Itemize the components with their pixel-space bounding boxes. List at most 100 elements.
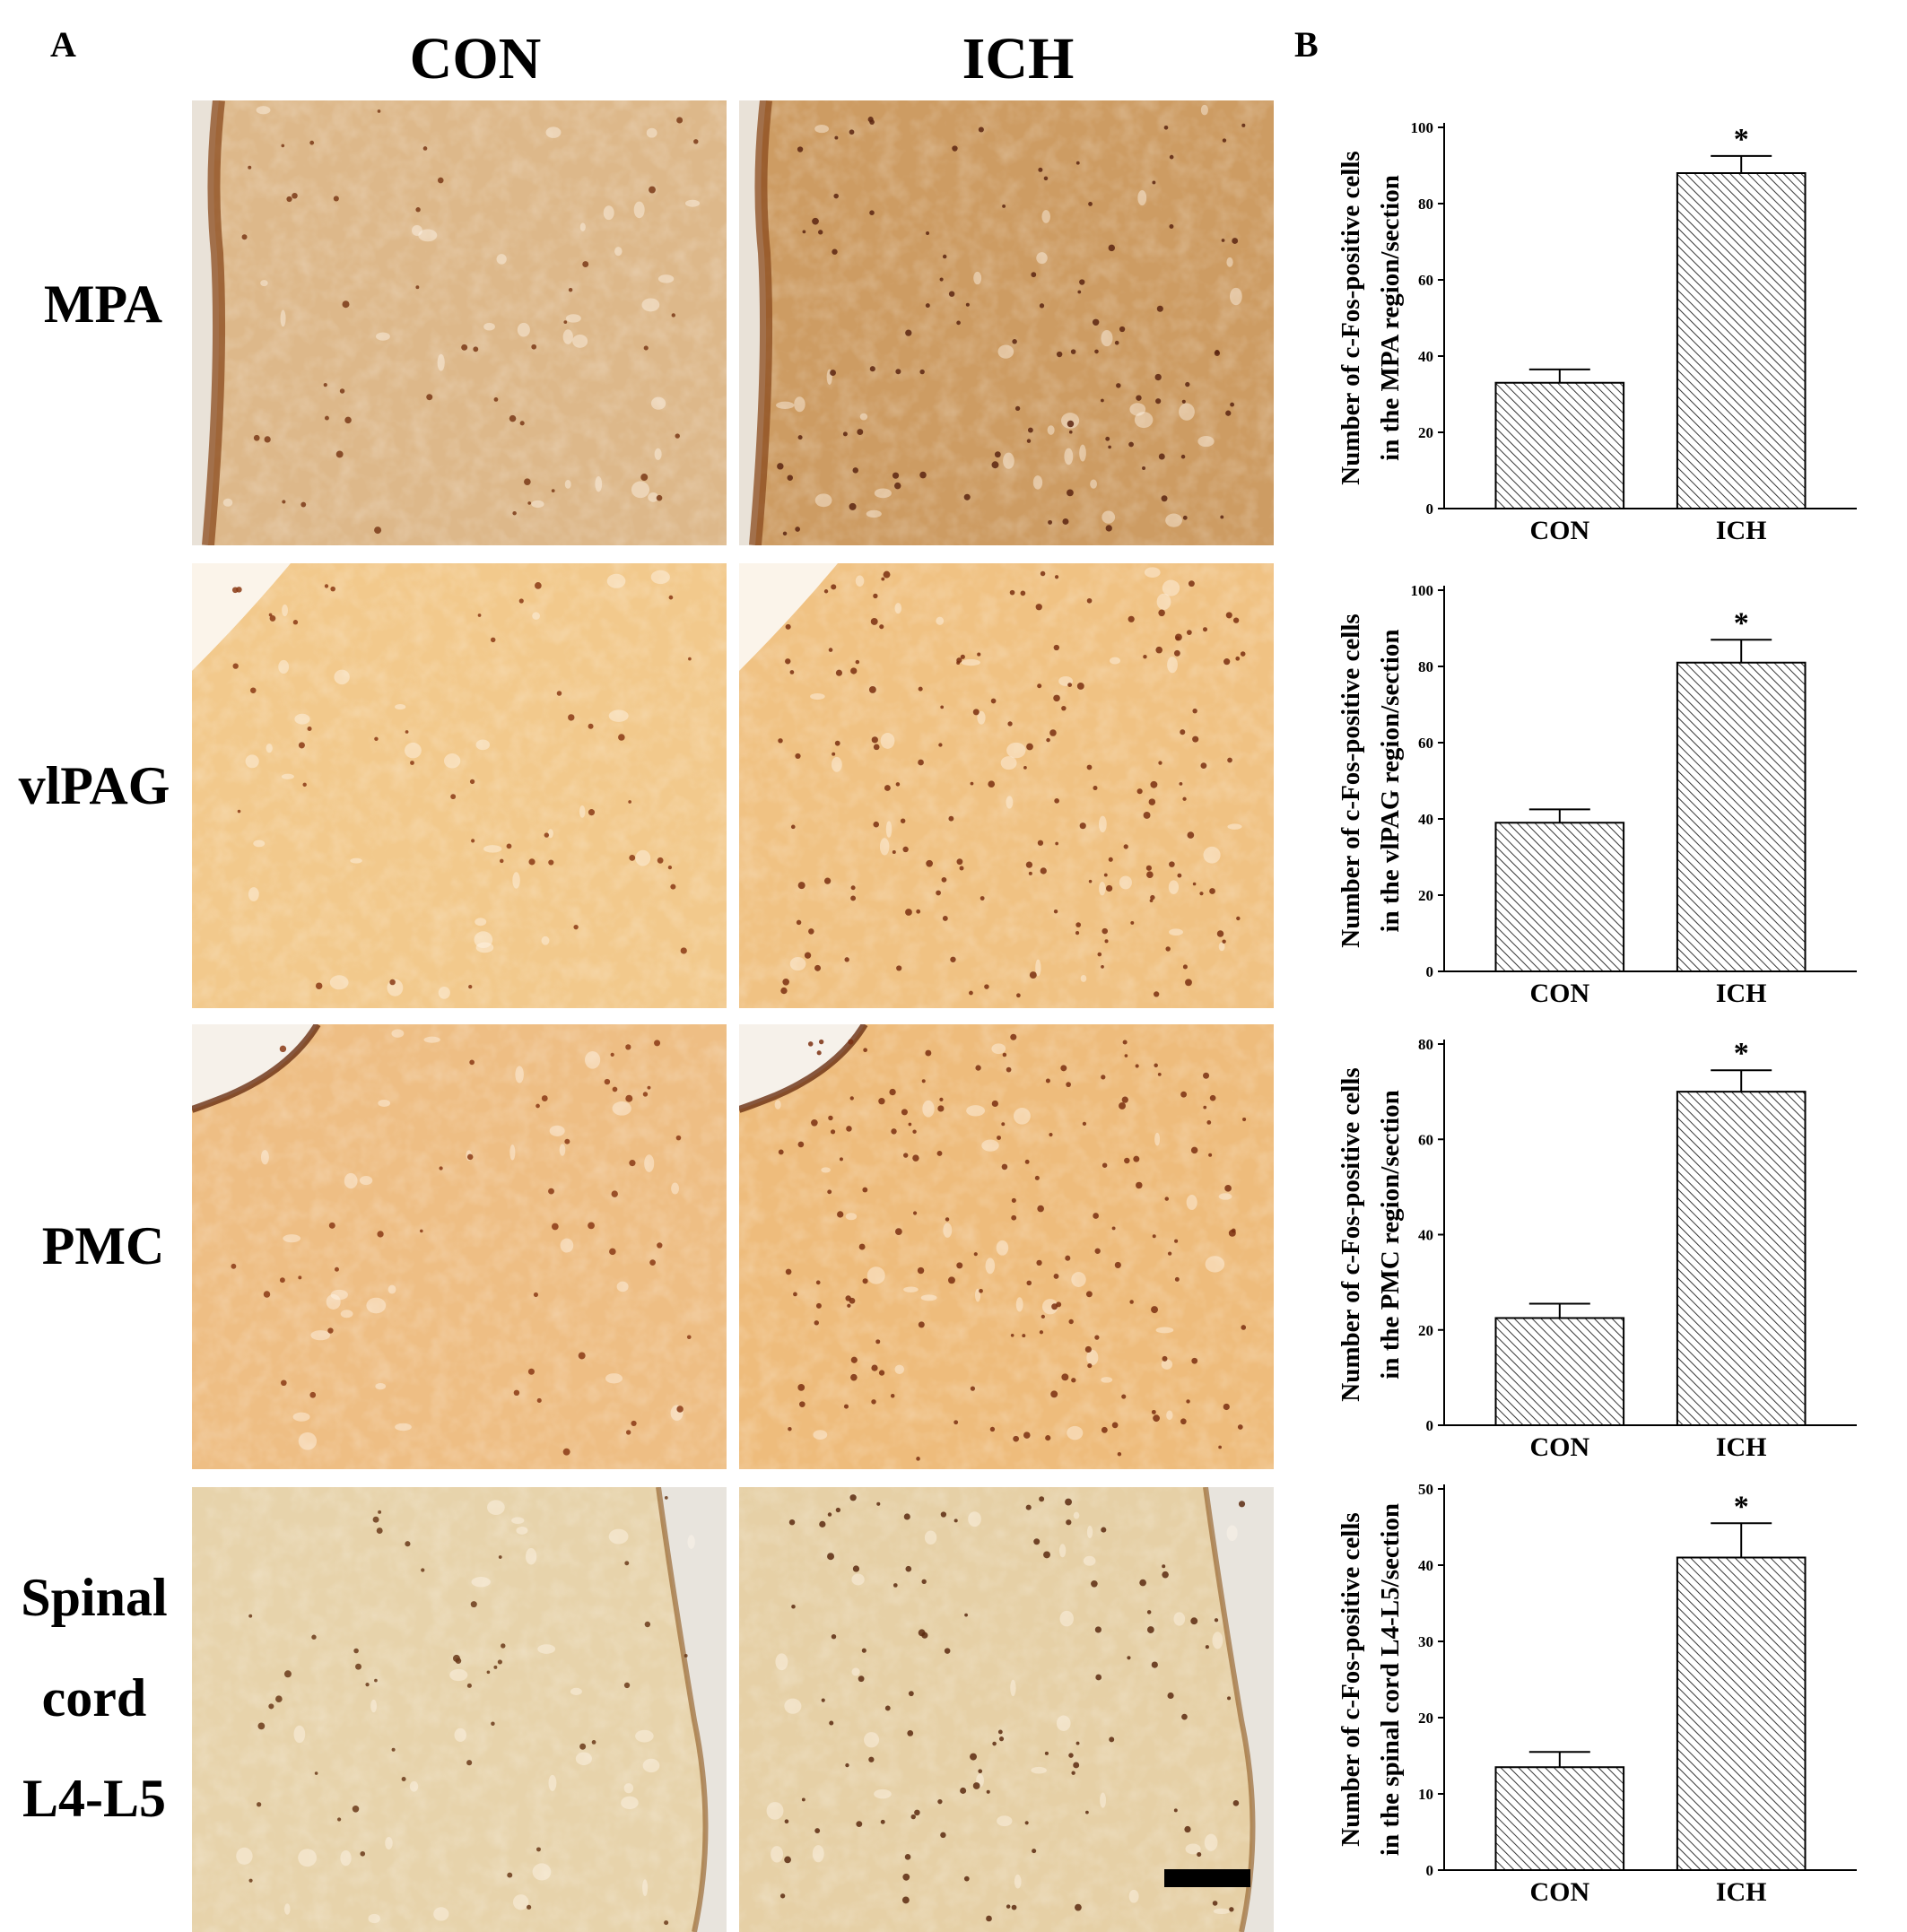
cfos-positive-cell [527, 501, 532, 505]
pale-vesicle [1173, 1612, 1186, 1626]
cfos-positive-cell [1220, 515, 1224, 519]
cfos-positive-cell [876, 1501, 881, 1506]
cfos-positive-cell [815, 1302, 822, 1309]
significance-marker: * [1734, 1037, 1749, 1070]
pale-vesicle [368, 1913, 380, 1924]
cfos-positive-cell [1037, 683, 1042, 689]
y-tick-label: 0 [1426, 1862, 1434, 1879]
cfos-positive-cell [302, 782, 307, 788]
bar [1676, 172, 1807, 509]
cfos-positive-cell [1116, 383, 1121, 388]
cfos-positive-cell [491, 1721, 495, 1726]
cfos-positive-cell [1026, 439, 1032, 443]
pale-vesicle [1205, 1256, 1225, 1273]
cfos-positive-cell [263, 1291, 271, 1298]
cfos-positive-cell [908, 1691, 914, 1697]
cfos-positive-cell [389, 979, 396, 986]
column-header-con: CON [409, 26, 542, 91]
cfos-positive-cell [912, 1211, 918, 1215]
cfos-positive-cell [1146, 1626, 1154, 1633]
cfos-positive-cell [649, 186, 656, 194]
tissue-texture [739, 1024, 1274, 1469]
pale-vesicle [812, 1845, 824, 1863]
pale-vesicle [874, 1788, 892, 1799]
cfos-positive-cell [814, 1320, 819, 1326]
cfos-positive-cell [1169, 861, 1175, 867]
cfos-positive-cell [372, 1516, 379, 1523]
pale-vesicle [1226, 257, 1233, 267]
cfos-positive-cell [1128, 615, 1135, 622]
y-tick-label: 80 [1418, 1036, 1433, 1053]
cfos-positive-cell [778, 738, 783, 744]
cfos-positive-cell [925, 303, 930, 309]
cfos-positive-cell [466, 1153, 474, 1161]
cfos-positive-cell [275, 1695, 283, 1703]
cfos-positive-cell [314, 1771, 318, 1775]
pale-vesicle [532, 612, 540, 620]
cfos-positive-cell [808, 928, 814, 935]
cfos-positive-cell [1197, 1851, 1202, 1858]
pale-vesicle [1086, 1526, 1093, 1539]
cfos-positive-cell [818, 1039, 824, 1045]
tissue-edge [202, 100, 226, 545]
cfos-positive-cell [1092, 318, 1100, 326]
pale-vesicle [684, 199, 701, 207]
cfos-positive-cell [1050, 1390, 1058, 1398]
cfos-positive-cell [1184, 1825, 1191, 1833]
cfos-positive-cell [591, 1740, 596, 1745]
cfos-positive-cell [548, 859, 554, 866]
cfos-positive-cell [1143, 812, 1151, 819]
cfos-positive-cell [878, 1370, 885, 1376]
tissue-edge [1203, 1487, 1256, 1932]
cfos-positive-cell [1006, 1066, 1012, 1073]
cfos-positive-cell [1162, 1564, 1166, 1569]
cfos-positive-cell [1230, 402, 1235, 407]
cfos-positive-cell [1154, 991, 1160, 997]
pale-vesicle [572, 334, 588, 348]
cfos-positive-cell [609, 1248, 616, 1256]
pale-vesicle [1041, 1299, 1058, 1315]
pale-vesicle [766, 1802, 784, 1820]
cfos-positive-cell [625, 1430, 631, 1435]
pale-vesicle [874, 488, 892, 499]
pale-vesicle [475, 918, 487, 927]
cfos-positive-cell [588, 809, 596, 816]
row-label-spinal-cord: Spinal cord L4-L5 [0, 1547, 188, 1849]
cfos-positive-cell [972, 1782, 980, 1789]
tissue-outside [192, 1024, 318, 1110]
category-label: CON [1529, 1432, 1589, 1462]
cfos-positive-cell [1020, 590, 1026, 596]
y-tick-label: 20 [1418, 424, 1433, 441]
pale-vesicle [454, 1727, 466, 1743]
row-label-spinal-line3: L4-L5 [22, 1769, 167, 1828]
cfos-positive-cell [309, 1391, 317, 1398]
pale-vesicle [981, 1139, 999, 1152]
cfos-positive-cell [450, 794, 457, 800]
cfos-positive-cell [785, 658, 791, 665]
pale-vesicle [547, 829, 553, 839]
cfos-positive-cell [421, 1568, 425, 1572]
cfos-positive-cell [610, 1052, 614, 1057]
row-label-mpa: MPA [43, 274, 163, 334]
pale-vesicle [256, 106, 271, 115]
pale-vesicle [283, 1903, 291, 1915]
pale-vesicle [831, 756, 842, 772]
pale-vesicle [614, 247, 623, 257]
cfos-positive-cell [956, 858, 963, 866]
cfos-positive-cell [963, 1875, 970, 1882]
cfos-positive-cell [1148, 798, 1156, 805]
cfos-positive-cell [374, 736, 379, 742]
cfos-positive-cell [873, 744, 880, 751]
pale-vesicle [605, 1373, 623, 1384]
pale-vesicle [1186, 1195, 1197, 1210]
cfos-positive-cell [1214, 1618, 1219, 1623]
cfos-positive-cell [1060, 1065, 1067, 1072]
y-tick-label: 60 [1418, 735, 1433, 752]
cfos-positive-cell [832, 752, 836, 756]
cfos-positive-cell [1162, 1571, 1169, 1579]
category-label: CON [1529, 979, 1589, 1008]
cfos-positive-cell [629, 854, 636, 861]
pale-vesicle [1203, 846, 1221, 864]
cfos-positive-cell [849, 502, 857, 510]
cfos-positive-cell [1241, 123, 1246, 127]
